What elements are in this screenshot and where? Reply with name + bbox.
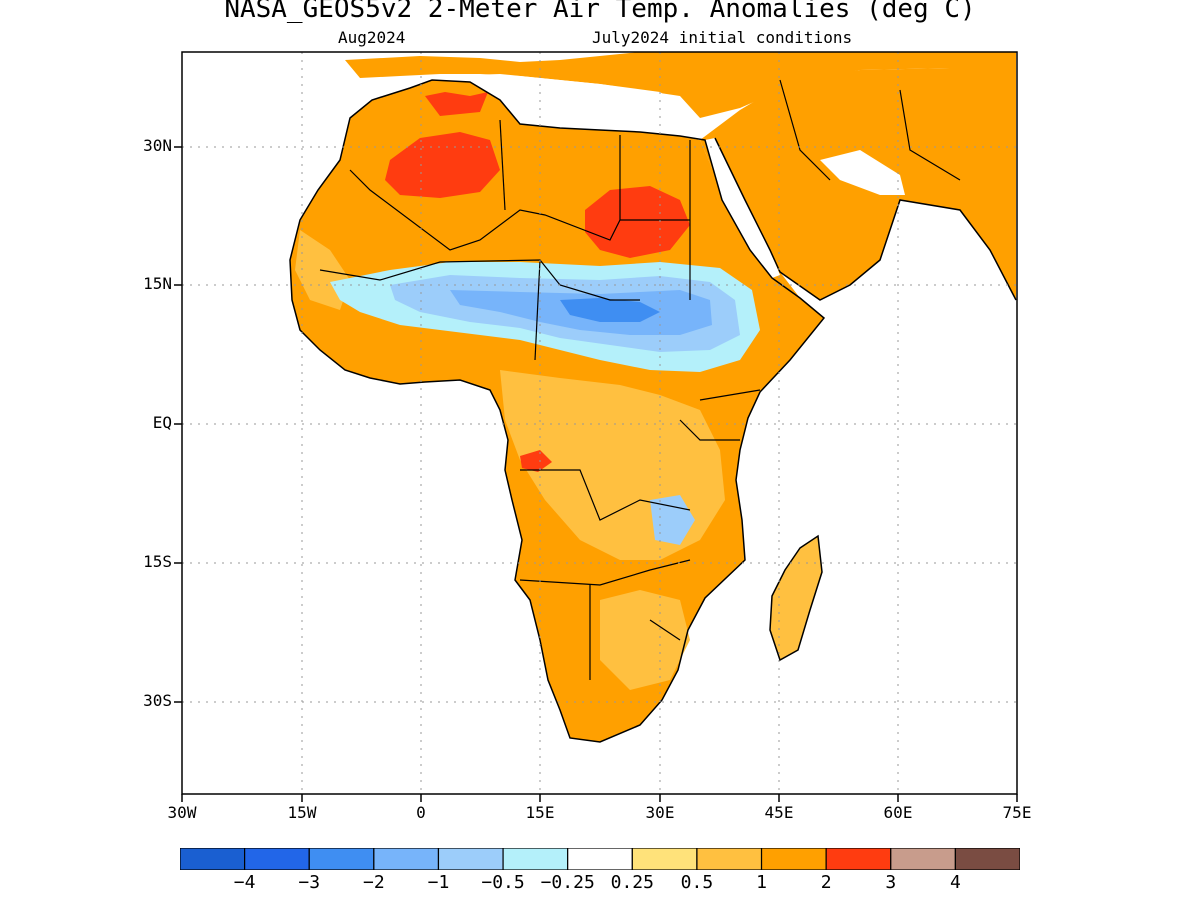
lat-label-15n: 15N — [143, 274, 172, 293]
colorbar-swatch — [180, 848, 246, 870]
lon-label-30w: 30W — [167, 803, 197, 822]
colorbar-swatch — [954, 848, 1020, 870]
colorbar-label: −0.25 — [540, 872, 595, 893]
colorbar-label: 2 — [820, 872, 832, 893]
lon-label-15w: 15W — [287, 803, 317, 822]
lat-label-eq: EQ — [152, 413, 172, 432]
colorbar-swatch — [437, 848, 504, 870]
colorbar-swatch — [244, 848, 310, 870]
cool-band-core — [560, 298, 660, 322]
lon-label-60e: 60E — [883, 803, 913, 822]
colorbar-swatch — [631, 848, 698, 870]
colorbar-label: −2 — [363, 872, 385, 893]
country-borders — [319, 79, 961, 680]
colorbar-swatch — [373, 848, 440, 870]
colorbar-label: −0.5 — [481, 872, 525, 893]
colorbar-label: 0.25 — [610, 872, 654, 893]
lon-label-0: 0 — [416, 803, 426, 822]
colorbar-label: 0.5 — [680, 872, 714, 893]
colorbar-label: −1 — [427, 872, 450, 893]
persian-gulf — [820, 150, 905, 195]
colorbar-label: −4 — [233, 872, 256, 893]
hot-core-gabon — [520, 450, 552, 472]
cool-patch-east-africa — [650, 495, 695, 545]
forecast-month: Aug2024 — [338, 28, 406, 47]
lon-label-15e: 15E — [525, 803, 555, 822]
colorbar-label: 3 — [885, 872, 897, 893]
map-title: NASA_GEOS5v2 2-Meter Air Temp. Anomalies… — [224, 0, 976, 24]
lon-label-30e: 30E — [645, 803, 675, 822]
colorbar — [180, 848, 1020, 870]
lat-label-30s: 30S — [143, 691, 172, 710]
red-sea — [705, 138, 780, 278]
colorbar-swatch — [890, 848, 956, 870]
coastlines — [289, 79, 1017, 743]
colorbar-label: 4 — [949, 872, 961, 893]
hot-core-libya-north — [425, 92, 488, 116]
map-frame — [181, 51, 1018, 795]
hot-core-algeria — [385, 132, 500, 198]
lat-label-15s: 15S — [143, 552, 172, 571]
land-anomaly-madagascar — [770, 536, 822, 660]
weak-warm-southern-africa — [600, 590, 690, 690]
gridlines — [182, 52, 1017, 794]
colorbar-swatch — [567, 848, 633, 870]
initial-conditions-label: July2024 initial conditions — [592, 28, 853, 47]
colorbar-label: 1 — [756, 872, 767, 893]
colorbar-swatch — [308, 848, 375, 870]
land-anomaly-europe — [345, 52, 1016, 118]
lat-label-30n: 30N — [143, 136, 172, 155]
axis-ticks — [174, 146, 1018, 802]
hot-core-sudan — [585, 186, 690, 258]
lon-label-75e: 75E — [1002, 803, 1032, 822]
mediterranean-sea — [410, 74, 700, 140]
colorbar-swatch — [696, 848, 763, 870]
colorbar-swatch — [825, 848, 892, 870]
colorbar-swatch — [760, 848, 827, 870]
lon-label-45e: 45E — [764, 803, 794, 822]
colorbar-swatch — [502, 848, 569, 870]
colorbar-label: −3 — [298, 872, 321, 893]
